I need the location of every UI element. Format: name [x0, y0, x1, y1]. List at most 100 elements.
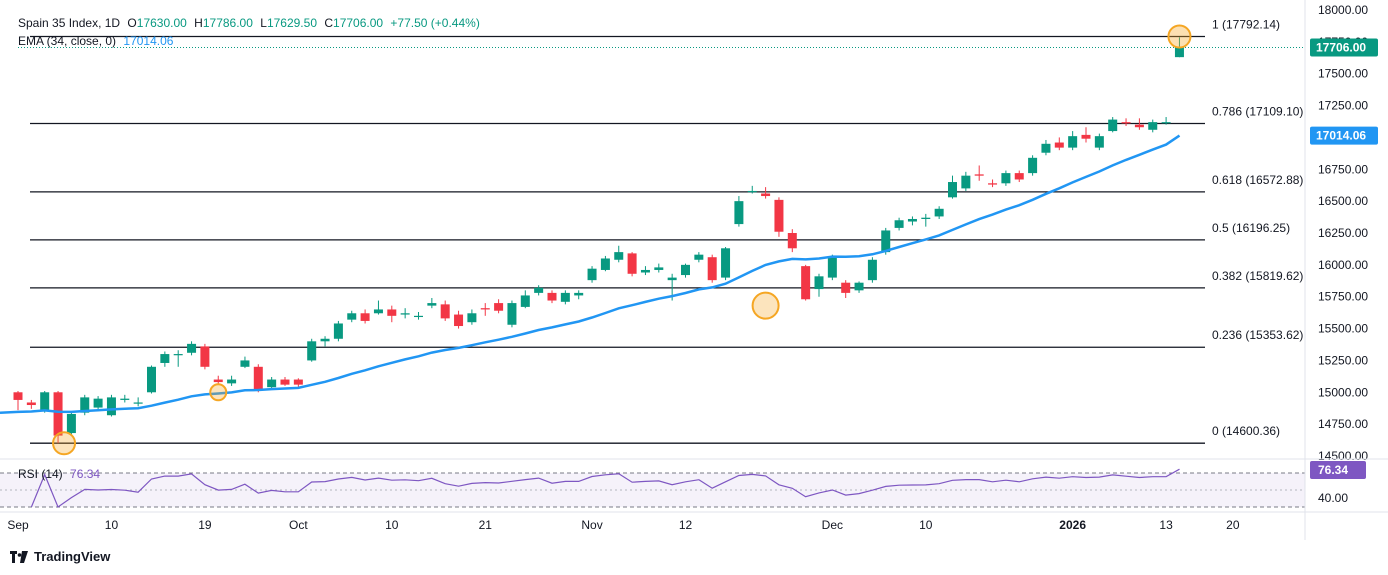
tradingview-brand[interactable]: TradingView	[10, 549, 110, 564]
highlight-circle	[751, 291, 780, 320]
candle	[707, 254, 717, 283]
x-tick-label: 10	[105, 518, 119, 532]
candle	[761, 187, 771, 199]
candle-body	[547, 292, 557, 301]
price-tag-label: 17706.00	[1316, 40, 1366, 54]
candle	[347, 310, 357, 323]
candle-body	[827, 257, 837, 278]
candle	[1028, 155, 1038, 176]
candle	[240, 356, 250, 369]
fib-label: 0.5 (16196.25)	[1212, 221, 1290, 235]
ema-line	[0, 134, 1181, 414]
candle-body	[667, 277, 677, 281]
candle	[160, 351, 170, 367]
rsi-legend[interactable]: RSI (14) 76.34	[18, 467, 100, 481]
candle-body	[93, 398, 103, 408]
candle	[1121, 118, 1131, 126]
candle	[133, 397, 143, 407]
fib-label: 1 (17792.14)	[1212, 17, 1280, 31]
x-tick-label: 10	[385, 518, 399, 532]
y-tick-label: 16000.00	[1318, 258, 1368, 272]
candle-body	[240, 360, 250, 367]
candle	[787, 229, 797, 253]
candle-body	[1001, 173, 1011, 184]
symbol-title[interactable]: Spain 35 Index, 1D	[18, 16, 121, 30]
candle	[654, 263, 664, 273]
candle-body	[66, 413, 76, 434]
candle	[40, 391, 50, 413]
candle	[147, 365, 156, 394]
candle-body	[600, 258, 610, 270]
candle	[1054, 137, 1064, 151]
candle	[1041, 139, 1051, 156]
candle-body	[921, 217, 931, 219]
ema-tag-label: 17014.06	[1316, 129, 1366, 143]
candle-body	[961, 175, 971, 189]
candle-body	[841, 282, 851, 293]
high-label: H17786.00	[194, 16, 253, 30]
candle-body	[387, 309, 397, 316]
candle	[627, 252, 637, 277]
candle	[560, 290, 570, 305]
candle	[948, 175, 957, 199]
candle-body	[948, 182, 957, 198]
candle-body	[1014, 173, 1024, 180]
x-tick-label: Oct	[289, 518, 308, 532]
candle-body	[200, 346, 210, 367]
candle-body	[293, 379, 303, 385]
candle-body	[520, 295, 530, 307]
time-axis[interactable]: Sep 10 19 Oct 10 21 Nov 12 Dec 10 2026 13 20	[7, 518, 1240, 532]
candle-body	[414, 315, 423, 318]
tradingview-logo-icon	[10, 550, 28, 563]
candle	[454, 310, 464, 329]
candle-body	[1068, 136, 1078, 148]
candle	[267, 376, 277, 390]
candle-body	[440, 304, 450, 319]
candle	[467, 309, 477, 325]
candle-body	[907, 218, 917, 222]
rsi-pane: 76.34 40.00	[0, 461, 1366, 508]
candle	[600, 255, 610, 272]
candle-body	[1121, 122, 1131, 124]
ema-legend-label: EMA (34, close, 0)	[18, 34, 117, 48]
candle	[734, 196, 744, 227]
candle	[1068, 131, 1078, 151]
candle-body	[774, 199, 784, 232]
candles	[13, 37, 1305, 444]
highlight-circles	[52, 24, 1192, 456]
ohlc-legend: Spain 35 Index, 1D O17630.00 H17786.00 L…	[18, 16, 484, 30]
x-tick-label: 20	[1226, 518, 1240, 532]
candle-body	[333, 323, 343, 339]
x-tick-label: 10	[919, 518, 933, 532]
candle	[200, 343, 210, 370]
y-tick-label: 14750.00	[1318, 417, 1368, 431]
candle-body	[106, 397, 116, 416]
candle	[66, 411, 76, 436]
ema-legend[interactable]: EMA (34, close, 0) 17014.06	[18, 34, 177, 48]
candle	[1014, 170, 1024, 183]
candle	[480, 303, 490, 316]
candle-body	[253, 366, 263, 390]
price-axis[interactable]: 18000.0017750.0017500.0017250.0017000.00…	[1310, 3, 1378, 463]
x-tick-label: 13	[1159, 518, 1173, 532]
candle-body	[1148, 122, 1158, 130]
candle	[961, 171, 971, 191]
rsi-tag	[1310, 461, 1366, 479]
candle	[360, 309, 370, 324]
candle	[774, 197, 784, 237]
candle-body	[53, 392, 63, 436]
candle-body	[787, 233, 797, 249]
candle	[494, 299, 504, 314]
low-label: L17629.50	[260, 16, 317, 30]
candle	[854, 281, 864, 293]
candle-body	[373, 309, 383, 314]
candle	[587, 266, 597, 283]
x-tick-label: 2026	[1059, 518, 1086, 532]
candle	[574, 290, 584, 300]
y-tick-label: 14500.00	[1318, 449, 1368, 463]
rsi-level-label: 40.00	[1318, 491, 1348, 505]
candle-body	[587, 268, 597, 281]
candle-body	[494, 303, 504, 311]
candle	[1094, 133, 1104, 151]
